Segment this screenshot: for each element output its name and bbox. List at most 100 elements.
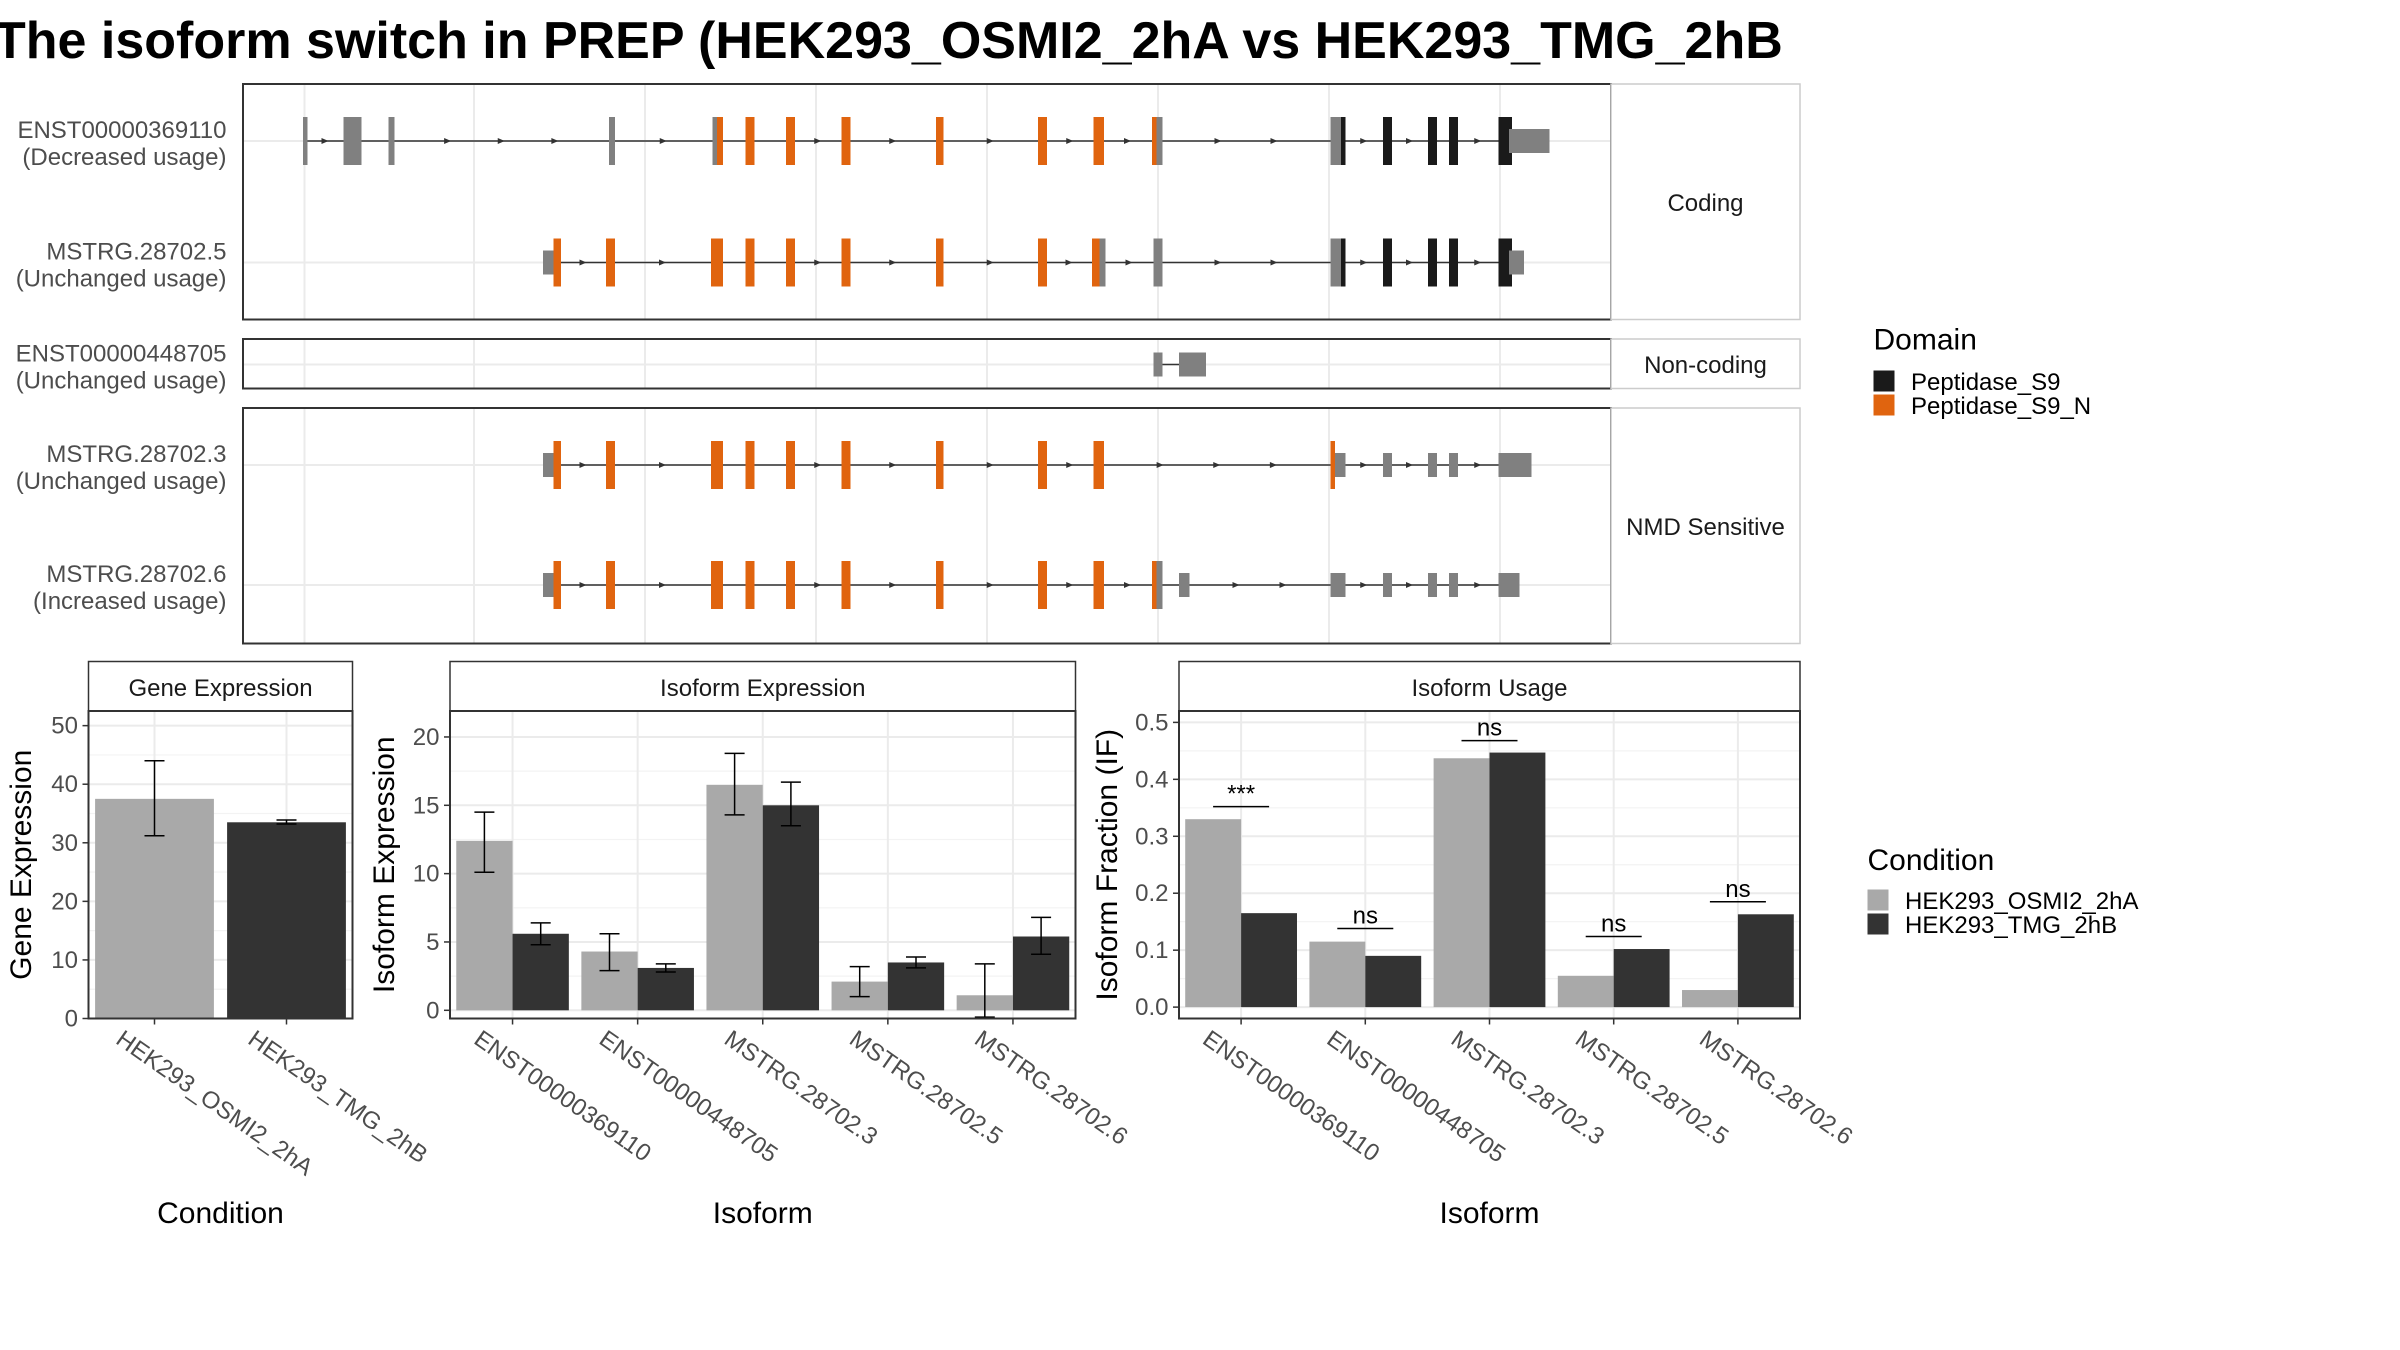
direction-arrow xyxy=(889,138,897,144)
direction-arrow xyxy=(814,138,822,144)
direction-arrow xyxy=(579,462,587,468)
panel-background xyxy=(243,408,1611,644)
exon-orange xyxy=(711,238,723,287)
exon-orange xyxy=(936,238,944,287)
exon-gray xyxy=(1449,573,1458,597)
bar xyxy=(1185,819,1242,1008)
direction-arrow xyxy=(1270,138,1278,144)
exon-gray xyxy=(1330,573,1346,597)
exon-gray xyxy=(1498,453,1532,477)
direction-arrow xyxy=(1214,259,1222,266)
exon-gray xyxy=(1179,573,1190,597)
condition-legend-label: HEK293_OSMI2_2hA xyxy=(1905,888,2138,915)
y-tick-label: 10 xyxy=(51,947,78,974)
exon-orange xyxy=(1038,238,1047,287)
exon-orange xyxy=(553,441,561,489)
domain-legend-label: Peptidase_S9_N xyxy=(1911,393,2091,420)
exon-gray xyxy=(1509,129,1550,153)
exon-orange xyxy=(606,441,615,489)
direction-arrow xyxy=(1406,462,1413,468)
bar xyxy=(1557,975,1614,1008)
exon-gray xyxy=(1428,573,1437,597)
exon-gray xyxy=(388,117,395,165)
exon-gray xyxy=(1156,117,1163,165)
direction-arrow xyxy=(814,462,822,468)
x-axis-title: Isoform xyxy=(1439,1197,1539,1230)
direction-arrow xyxy=(1214,138,1222,144)
exon-orange xyxy=(553,238,561,287)
direction-arrow xyxy=(889,259,897,266)
exon-orange xyxy=(841,238,851,287)
direction-arrow xyxy=(1066,138,1074,144)
direction-arrow xyxy=(814,259,822,266)
exon-orange xyxy=(606,238,615,287)
exon-gray xyxy=(1156,561,1163,609)
exon-orange xyxy=(711,441,723,489)
bar xyxy=(887,962,945,1011)
exon-black xyxy=(1383,238,1392,287)
direction-arrow xyxy=(1474,582,1482,588)
exon-orange xyxy=(1093,117,1104,165)
y-tick-label: 20 xyxy=(51,888,78,915)
facet-strip xyxy=(1178,660,1801,712)
bar-chart-2: Isoform Expression05101520ENST0000036911… xyxy=(368,660,1133,1230)
y-tick-label: 0.3 xyxy=(1135,823,1168,850)
bar xyxy=(1241,913,1297,1008)
transcript-label: MSTRG.28702.6 xyxy=(46,561,226,588)
plot-border xyxy=(87,710,354,1020)
exon-black xyxy=(1428,117,1437,165)
transcript-label: MSTRG.28702.5 xyxy=(46,239,226,266)
exon-orange xyxy=(1330,441,1335,489)
transcript-label: MSTRG.28702.3 xyxy=(46,441,226,468)
direction-arrow xyxy=(321,138,329,144)
transcript-usage-label: (Decreased usage) xyxy=(22,144,226,171)
y-tick-label: 5 xyxy=(426,929,439,956)
x-axis-title: Condition xyxy=(157,1197,284,1230)
bar xyxy=(762,805,820,1011)
direction-arrow xyxy=(1360,582,1368,588)
exon-gray xyxy=(1509,250,1524,275)
y-tick-label: 0.0 xyxy=(1135,994,1168,1021)
direction-arrow xyxy=(444,138,452,144)
exon-black xyxy=(1341,238,1346,287)
direction-arrow xyxy=(659,138,667,144)
direction-arrow xyxy=(986,138,994,144)
exon-orange xyxy=(841,441,851,489)
exon-black xyxy=(1449,238,1458,287)
direction-arrow xyxy=(1232,582,1240,588)
significance-label: ns xyxy=(1725,876,1750,903)
exon-gray xyxy=(609,117,615,165)
panel-background xyxy=(243,84,1611,320)
transcript-label: ENST00000448705 xyxy=(16,341,227,368)
exon-orange xyxy=(1093,561,1104,609)
direction-arrow xyxy=(1406,582,1413,588)
condition-legend-key xyxy=(1867,913,1889,935)
direction-arrow xyxy=(1474,259,1482,266)
direction-arrow xyxy=(889,462,897,468)
domain-legend-title: Domain xyxy=(1874,324,1977,357)
exon-black xyxy=(1498,238,1512,287)
bar-chart-1: Gene Expression01020304050HEK293_OSMI2_2… xyxy=(5,660,432,1230)
y-axis-title: Isoform Fraction (IF) xyxy=(1091,729,1124,1001)
direction-arrow xyxy=(986,462,994,468)
exon-orange xyxy=(745,238,755,287)
transcript-usage-label: (Increased usage) xyxy=(33,588,226,615)
direction-arrow xyxy=(1125,259,1133,266)
transcript-usage-label: (Unchanged usage) xyxy=(16,468,227,495)
exon-gray xyxy=(1498,573,1520,597)
x-axis-title: Isoform xyxy=(713,1197,813,1230)
exon-black xyxy=(1428,238,1437,287)
exon-gray xyxy=(343,117,362,165)
y-tick-label: 0 xyxy=(65,1006,78,1033)
bar xyxy=(512,933,569,1011)
direction-arrow xyxy=(1269,462,1277,468)
facet-strip-label: Coding xyxy=(1667,190,1743,217)
exon-orange xyxy=(1038,117,1047,165)
direction-arrow xyxy=(497,138,505,144)
transcript-label: ENST00000369110 xyxy=(17,117,226,144)
direction-arrow xyxy=(1360,138,1368,144)
exon-orange xyxy=(1093,441,1104,489)
